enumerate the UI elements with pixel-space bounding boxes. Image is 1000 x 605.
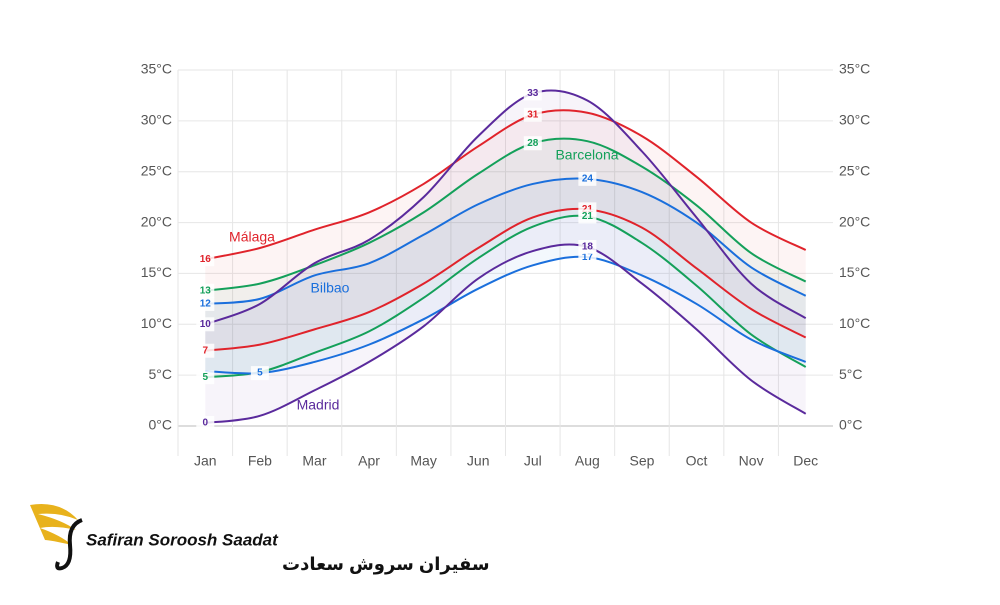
x-tick-label: Jul [524,453,542,469]
value-label-bg [196,296,215,311]
y-tick-label: 0°C [149,417,173,433]
value-label: 7 [203,345,209,356]
logo-name-fa: سفیران سروش سعادت [282,554,490,575]
line-low [205,243,807,424]
x-tick-label: Aug [575,453,600,469]
y2-tick-label: 20°C [839,213,870,229]
value-label-bg [196,283,215,298]
grid [177,69,833,456]
y-tick-label: 15°C [141,264,172,280]
value-label-bg [523,136,542,151]
value-label: 10 [200,319,212,330]
value-label-bg [523,86,542,101]
value-label-bg [196,370,215,385]
line-low [205,255,807,375]
x-tick-label: Apr [358,453,380,469]
range-area [205,90,806,423]
y-tick-label: 30°C [141,112,172,128]
value-label: 24 [582,173,594,184]
x-tick-label: Dec [793,453,818,469]
series-name: Madrid [297,397,340,413]
line-low [205,207,807,352]
x-tick-label: Jun [467,453,490,469]
value-label-bg [196,343,215,358]
labels: 1631721Málaga1328521Barcelona1224517Bilb… [196,86,619,430]
y2-tick-label: 10°C [839,315,870,331]
logo: Safiran Soroosh Saadat سفیران سروش سعادت [30,504,490,575]
value-label-bg [578,171,597,186]
value-label-bg [578,209,597,224]
x-tick-label: Feb [248,453,272,469]
value-label: 5 [203,372,209,383]
logo-name: Safiran Soroosh Saadat [86,530,279,549]
value-label: 17 [582,252,594,263]
value-label-bg [196,317,215,332]
value-label-bg [250,366,269,381]
value-label: 28 [527,138,539,149]
series-name: Bilbao [311,280,350,296]
logo-swan [55,518,83,571]
x-tick-label: Nov [739,453,764,469]
value-label-bg [523,107,542,122]
value-label-bg [578,239,597,254]
value-label: 0 [203,418,209,429]
line-high [204,89,807,326]
value-label-bg [196,252,215,267]
value-label-bg [196,415,215,430]
value-label: 31 [527,109,539,120]
lines [204,89,807,424]
value-label: 12 [200,299,212,310]
y2-tick-label: 25°C [839,162,870,178]
series-name: Barcelona [555,147,618,163]
value-label: 33 [527,88,539,99]
y-tick-label: 10°C [141,315,172,331]
range-area [205,178,806,374]
x-tick-label: May [410,453,436,469]
y-tick-label: 5°C [149,366,173,382]
y2-tick-label: 5°C [839,366,863,382]
series-name: Málaga [229,229,275,245]
line-high [205,109,807,261]
y2-tick-label: 0°C [839,417,863,433]
x-tick-label: Oct [686,453,708,469]
y2-tick-label: 35°C [839,61,870,77]
y-tick-label: 20°C [141,213,172,229]
y-tick-label: 35°C [141,61,172,77]
x-tick-label: Jan [194,453,217,469]
value-label: 21 [582,211,594,222]
y2-tick-label: 30°C [839,112,870,128]
y-tick-label: 25°C [141,162,172,178]
line-low [205,214,807,379]
y2-tick-label: 15°C [839,264,870,280]
logo-wing [30,504,78,545]
line-high [205,137,807,292]
x-tick-label: Sep [629,453,654,469]
value-label: 16 [200,254,212,265]
value-label: 13 [200,285,212,296]
value-label: 18 [582,242,594,253]
x-tick-label: Mar [302,453,326,469]
value-label: 5 [257,368,263,379]
